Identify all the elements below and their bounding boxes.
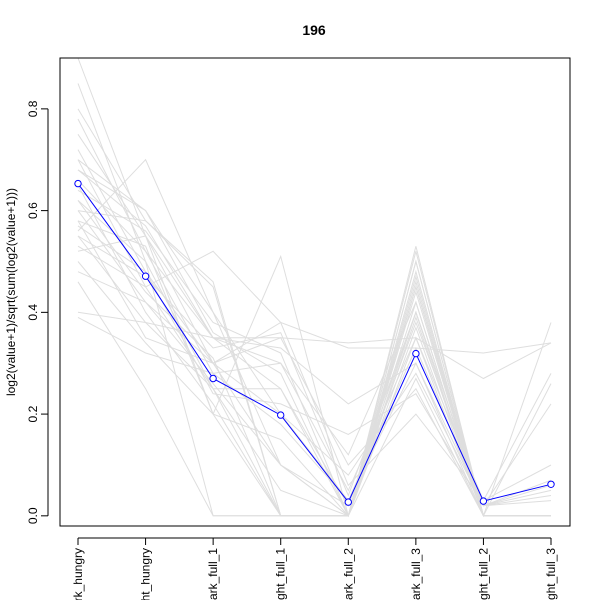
- y-axis: 0.0 0.2 0.4 0.6 0.8: [26, 100, 49, 524]
- x-tick-label: dark_full_2: [341, 548, 355, 600]
- series-point-light_full_1: [277, 411, 285, 419]
- x-tick-label: light_full_3: [544, 548, 558, 600]
- series-point-dark_full_2: [344, 498, 352, 506]
- background-series-line-16: [77, 220, 552, 380]
- background-series-group: [77, 57, 552, 518]
- y-axis-label: log2(value+1)/sqrt(sum(log2(value+1))): [4, 188, 18, 396]
- x-tick-label: ark_hungry: [71, 548, 85, 600]
- y-tick-label: 0.6: [26, 202, 40, 219]
- series-point-dark_hungry: [74, 179, 82, 188]
- background-series-line-28: [77, 200, 551, 517]
- background-series-line-8: [77, 169, 551, 517]
- background-series-line-12: [77, 200, 551, 517]
- background-series-line-27: [77, 169, 552, 518]
- series-point-light_full_3: [547, 480, 555, 488]
- series-point-light_full_2: [479, 497, 488, 505]
- background-series-line-29: [77, 225, 552, 507]
- x-tick-label: dark_full_3: [409, 548, 423, 600]
- y-tick-label: 0.2: [26, 405, 40, 422]
- highlight-series-group: [74, 179, 555, 506]
- background-series-line-20: [77, 245, 552, 354]
- plot-frame: [59, 57, 571, 527]
- y-tick-label: 0.0: [26, 507, 40, 524]
- background-series-line-22: [77, 254, 551, 518]
- background-series-line-1: [77, 83, 551, 517]
- x-tick-label: light_full_2: [476, 548, 490, 600]
- x-tick-label: ght_hungry: [139, 548, 153, 600]
- series-point-dark_full_3: [412, 349, 420, 358]
- series-point-light_hungry: [141, 272, 150, 280]
- background-series-line-2: [77, 108, 551, 517]
- series-line-0: [77, 183, 552, 504]
- background-series-line-3: [77, 118, 552, 502]
- x-axis: ark_hungry ght_hungry dark_full_1 light_ful…: [71, 537, 558, 600]
- series-point-dark_full_1: [209, 374, 217, 383]
- background-series-line-17: [77, 158, 552, 507]
- x-tick-label: dark_full_1: [206, 548, 220, 600]
- background-series-line-15: [77, 220, 551, 517]
- background-series-line-25: [77, 311, 551, 517]
- background-series-line-7: [77, 159, 552, 507]
- y-tick-label: 0.8: [26, 100, 40, 117]
- chart-title: 196: [302, 22, 326, 38]
- y-tick-label: 0.4: [26, 304, 40, 321]
- background-series-line-23: [77, 271, 551, 517]
- background-series-line-26: [77, 300, 552, 518]
- x-tick-label: light_full_1: [274, 548, 288, 600]
